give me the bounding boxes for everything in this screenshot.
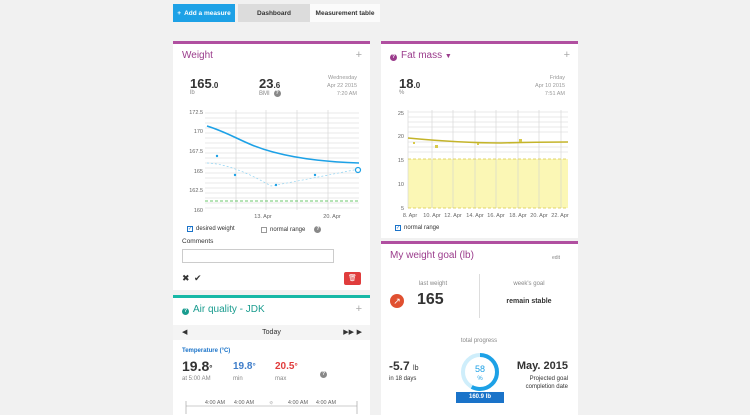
comments-input[interactable] [182,249,334,263]
add-measure-button[interactable]: + Add a measure [173,4,235,22]
weight-unit: lb [190,90,195,96]
svg-text:12. Apr: 12. Apr [444,213,462,219]
fat-mass-date: Friday Apr 10 2015 7:51 AM [535,75,565,97]
projected-caption: Projected goal completion date [525,376,568,390]
help-icon[interactable]: ? [390,54,397,61]
weight-goal-title: My weight goal (lb) [390,250,474,261]
svg-text:14. Apr: 14. Apr [466,213,484,219]
fat-mass-unit: % [399,90,405,96]
max-label: max [275,376,287,382]
help-icon[interactable]: ? [182,308,189,315]
desired-weight-checkbox[interactable]: ✓ desired weight [187,226,235,232]
bmi-value: 23.6 [259,76,281,91]
weeks-goal-label: week's goal [513,281,545,287]
change-period: in 18 days [389,376,417,382]
temperature-subtitle: Temperature (°C) [182,348,231,354]
min-label: min [233,376,243,382]
progress-arc [461,353,499,391]
svg-text:5: 5 [401,206,404,212]
svg-text:18. Apr: 18. Apr [509,213,527,219]
check-icon: ✓ [395,225,401,231]
svg-text:167.5: 167.5 [189,149,203,155]
weeks-goal-value: remain stable [506,298,552,305]
weight-card: Weight + 165.0 lb 23.6 BMI? Wednesday Apr… [173,41,370,290]
svg-text:58: 58 [475,364,485,374]
svg-text:16. Apr: 16. Apr [487,213,505,219]
svg-text:162.5: 162.5 [189,188,203,194]
svg-text:☼: ☼ [268,400,273,406]
svg-text:4:00 AM: 4:00 AM [316,400,337,406]
svg-text:20: 20 [398,134,404,140]
day-selector: Today [173,325,370,340]
comments-label: Comments [182,238,214,245]
fat-mass-chart: 25 20 15 10 5 8. Apr 10. Apr 12. Apr 14.… [398,110,569,219]
svg-text:4:00 AM: 4:00 AM [205,400,226,406]
svg-text:25: 25 [398,111,404,117]
check-icon: ✓ [187,226,193,232]
svg-text:10. Apr: 10. Apr [423,213,441,219]
arrow-up-right-icon: ↗ [390,294,404,308]
toolbar: + Add a measure Dashboard Measurement ta… [173,4,380,22]
normal-range-checkbox[interactable]: normal range? [261,226,322,233]
prev-day-icon[interactable]: ◀ [182,329,188,336]
air-quality-title: ? Air quality - JDK [182,304,265,315]
svg-text:4:00 AM: 4:00 AM [288,400,309,406]
svg-text:13. Apr: 13. Apr [254,214,272,220]
last-day-icon[interactable]: ▶ [356,329,362,336]
day-label: Today [262,329,281,336]
svg-text:22. Apr: 22. Apr [551,213,569,219]
chevron-down-icon[interactable]: ▼ [444,53,452,60]
max-temperature: 20.5° [275,361,298,372]
svg-text:20. Apr: 20. Apr [323,214,341,220]
svg-text:8. Apr: 8. Apr [403,213,418,219]
svg-text:172.5: 172.5 [189,110,203,116]
cancel-icon[interactable]: ✖ [182,273,190,283]
divider [479,274,480,318]
weight-chart: 172.5 170 167.5 165 162.5 160 13. Apr 20… [189,110,362,220]
normal-range-checkbox[interactable]: ✓ normal range [395,225,440,231]
confirm-icon[interactable]: ✔ [194,273,202,283]
svg-text:%: % [477,376,483,382]
help-icon[interactable]: ? [314,226,322,233]
add-measure-label: Add a measure [184,9,231,17]
add-widget-icon[interactable]: + [355,303,362,315]
svg-text:165: 165 [194,169,203,175]
air-quality-card: ? Air quality - JDK + Today ◀ ▶▶ ▶ Temper… [173,295,370,415]
target-weight-badge: 160.9 lb [456,392,504,403]
last-weight-value: 165 [417,291,444,308]
min-temperature: 19.8° [233,361,256,372]
trash-icon[interactable]: 🗑 [344,272,361,285]
help-icon[interactable]: ? [273,90,281,97]
fat-mass-title: ? Fat mass ▼ [390,50,452,61]
weight-date: Wednesday Apr 22 2015 7:20 AM [327,75,357,97]
svg-text:170: 170 [194,129,203,135]
svg-text:10: 10 [398,182,404,188]
svg-text:4:00 AM: 4:00 AM [234,400,255,406]
svg-text:20. Apr: 20. Apr [530,213,548,219]
current-temperature: 19.8° [182,358,213,374]
progress-ring: 58 % [461,353,499,391]
weight-value: 165.0 [190,76,219,91]
add-widget-icon[interactable]: + [563,49,570,61]
weight-title: Weight [182,50,213,61]
last-weight-label: last weight [418,281,448,287]
fat-mass-card: ? Fat mass ▼ + 18.0 % Friday Apr 10 2015 7:… [381,41,578,238]
add-widget-icon[interactable]: + [355,49,362,61]
next-day-icon[interactable]: ▶▶ [343,329,354,336]
edit-link[interactable]: edit [551,255,560,261]
tab-measurement-table[interactable]: Measurement table [310,4,380,22]
total-progress-label: total progress [460,338,498,344]
current-time: at 5:00 AM [182,376,211,382]
weight-goal-card: My weight goal (lb) edit ↗ last weight 1… [381,241,578,415]
bmi-label: BMI? [259,90,281,97]
weight-change: -5.7 lb [389,359,419,373]
svg-text:160: 160 [194,208,203,214]
help-icon[interactable]: ? [320,371,327,378]
temperature-timeline: 4:00 AM 4:00 AM ☼ 4:00 AM 4:00 AM [185,400,358,414]
fat-mass-value: 18.0 [399,76,421,91]
plus-icon: + [177,9,182,17]
projected-date: May. 2015 [516,360,568,372]
svg-text:15: 15 [398,158,404,164]
tab-dashboard[interactable]: Dashboard [238,4,310,22]
